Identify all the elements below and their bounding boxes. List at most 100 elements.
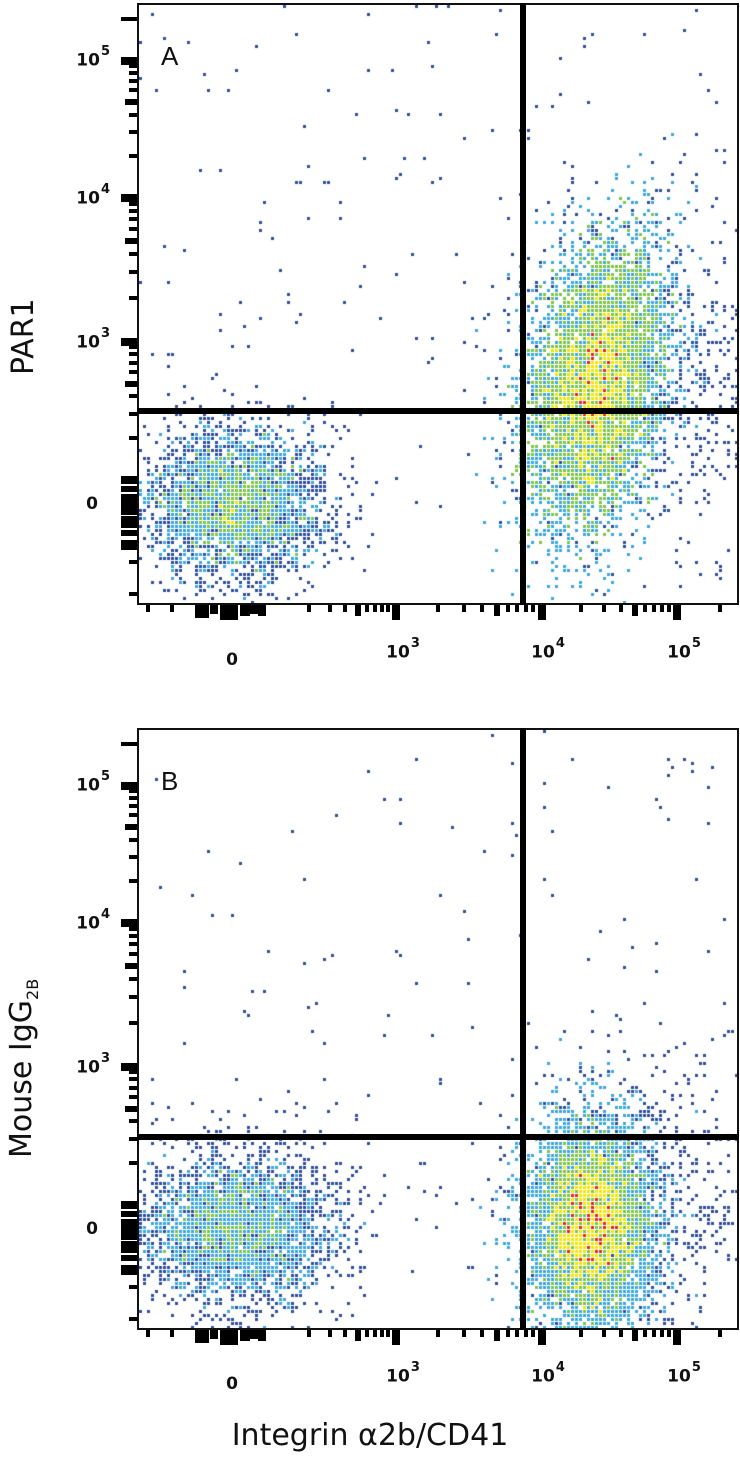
tick-mark	[129, 1317, 137, 1321]
y-axis-title-text: Mouse IgG	[4, 999, 39, 1158]
tick-mark	[386, 1329, 390, 1337]
plot-area-a: A	[137, 3, 739, 605]
tick-mark	[129, 227, 137, 231]
tick-mark	[129, 796, 137, 800]
y-tick-1e4-a: 104	[76, 182, 110, 209]
tick-mark	[524, 1329, 528, 1337]
tick-mark	[531, 604, 535, 612]
quadrant-gate-vertical-a	[520, 3, 526, 605]
tick-mark	[121, 516, 137, 528]
tick-mark	[718, 604, 722, 612]
tick-mark	[220, 604, 238, 620]
density-scatter-b	[139, 730, 737, 1328]
tick-mark	[673, 1329, 681, 1345]
y-tick-1e4-b: 104	[76, 907, 110, 934]
tick-mark	[121, 1265, 137, 1275]
tick-mark	[673, 604, 681, 620]
tick-mark	[129, 71, 137, 75]
tick-mark	[373, 604, 377, 612]
tick-mark	[307, 1329, 311, 1337]
tick-mark	[210, 604, 218, 614]
tick-mark	[129, 813, 137, 817]
tick-mark	[129, 1095, 137, 1099]
tick-mark	[125, 963, 137, 969]
tick-mark	[632, 604, 638, 616]
tick-mark	[619, 1329, 623, 1337]
tick-mark	[632, 1329, 638, 1341]
tick-mark	[355, 1329, 361, 1341]
tick-mark	[129, 154, 137, 158]
y-axis-title-b: Mouse IgG2B	[4, 979, 42, 1158]
tick-mark	[258, 1329, 266, 1341]
tick-mark	[129, 1021, 137, 1025]
tick-mark	[619, 604, 623, 612]
x-tick-1e4-b: 104	[531, 1360, 565, 1387]
tick-mark	[380, 1329, 384, 1337]
panel-letter-b: B	[161, 766, 179, 796]
tick-mark	[652, 604, 656, 612]
tick-mark	[392, 1329, 400, 1345]
tick-mark	[210, 1329, 218, 1339]
tick-mark	[125, 824, 137, 830]
tick-mark	[129, 209, 137, 213]
y-tick-0-a: 0	[86, 494, 98, 514]
tick-mark	[129, 789, 137, 793]
x-tick-1e4-a: 104	[531, 636, 565, 663]
density-scatter-a	[139, 5, 737, 603]
tick-mark	[129, 345, 137, 349]
tick-mark	[462, 1329, 466, 1337]
tick-mark	[125, 381, 137, 387]
tick-mark	[129, 1137, 137, 1141]
tick-mark	[386, 604, 390, 612]
y-tick-1e3-a: 103	[76, 326, 110, 353]
tick-mark	[373, 1329, 377, 1337]
tick-mark	[129, 1285, 137, 1289]
tick-mark	[121, 919, 137, 927]
tick-mark	[436, 604, 440, 612]
y-tick-1e5-a: 105	[76, 44, 110, 71]
tick-mark	[660, 604, 664, 612]
panel-letter-a: A	[161, 41, 179, 71]
x-tick-1e3-a: 103	[386, 636, 420, 663]
tick-mark	[355, 604, 361, 616]
tick-mark	[129, 296, 137, 300]
tick-mark	[129, 113, 137, 117]
tick-mark	[307, 604, 311, 612]
quadrant-gate-horizontal-a	[137, 408, 739, 414]
tick-mark	[121, 1241, 137, 1253]
tick-mark	[129, 252, 137, 256]
tick-mark	[480, 1329, 484, 1337]
tick-mark	[258, 604, 266, 616]
tick-mark	[506, 604, 510, 612]
tick-mark	[121, 1219, 137, 1233]
tick-mark	[129, 130, 137, 134]
tick-mark	[125, 238, 137, 244]
tick-mark	[129, 1119, 137, 1123]
tick-mark	[494, 1329, 500, 1341]
y-tick-0-b: 0	[86, 1219, 98, 1239]
tick-mark	[667, 1329, 671, 1337]
tick-mark	[129, 436, 137, 440]
tick-mark	[718, 1329, 722, 1337]
tick-mark	[538, 1329, 546, 1345]
tick-mark	[506, 1329, 510, 1337]
tick-mark	[220, 1329, 238, 1345]
tick-mark	[240, 1329, 250, 1341]
tick-mark	[129, 934, 137, 938]
plot-area-b: B	[137, 728, 739, 1330]
tick-mark	[129, 270, 137, 274]
tick-mark	[121, 194, 137, 202]
tick-mark	[602, 604, 606, 612]
y-tick-1e5-b: 105	[76, 769, 110, 796]
tick-mark	[121, 494, 137, 508]
tick-mark	[392, 604, 400, 620]
x-tick-1e5-a: 105	[667, 636, 701, 663]
tick-mark	[125, 1106, 137, 1112]
tick-mark	[129, 942, 137, 946]
tick-mark	[195, 604, 209, 618]
tick-mark	[170, 604, 174, 612]
tick-mark	[121, 782, 137, 790]
tick-mark	[121, 338, 137, 346]
tick-mark	[462, 604, 466, 612]
y-axis-title-subscript: 2B	[23, 978, 42, 1000]
